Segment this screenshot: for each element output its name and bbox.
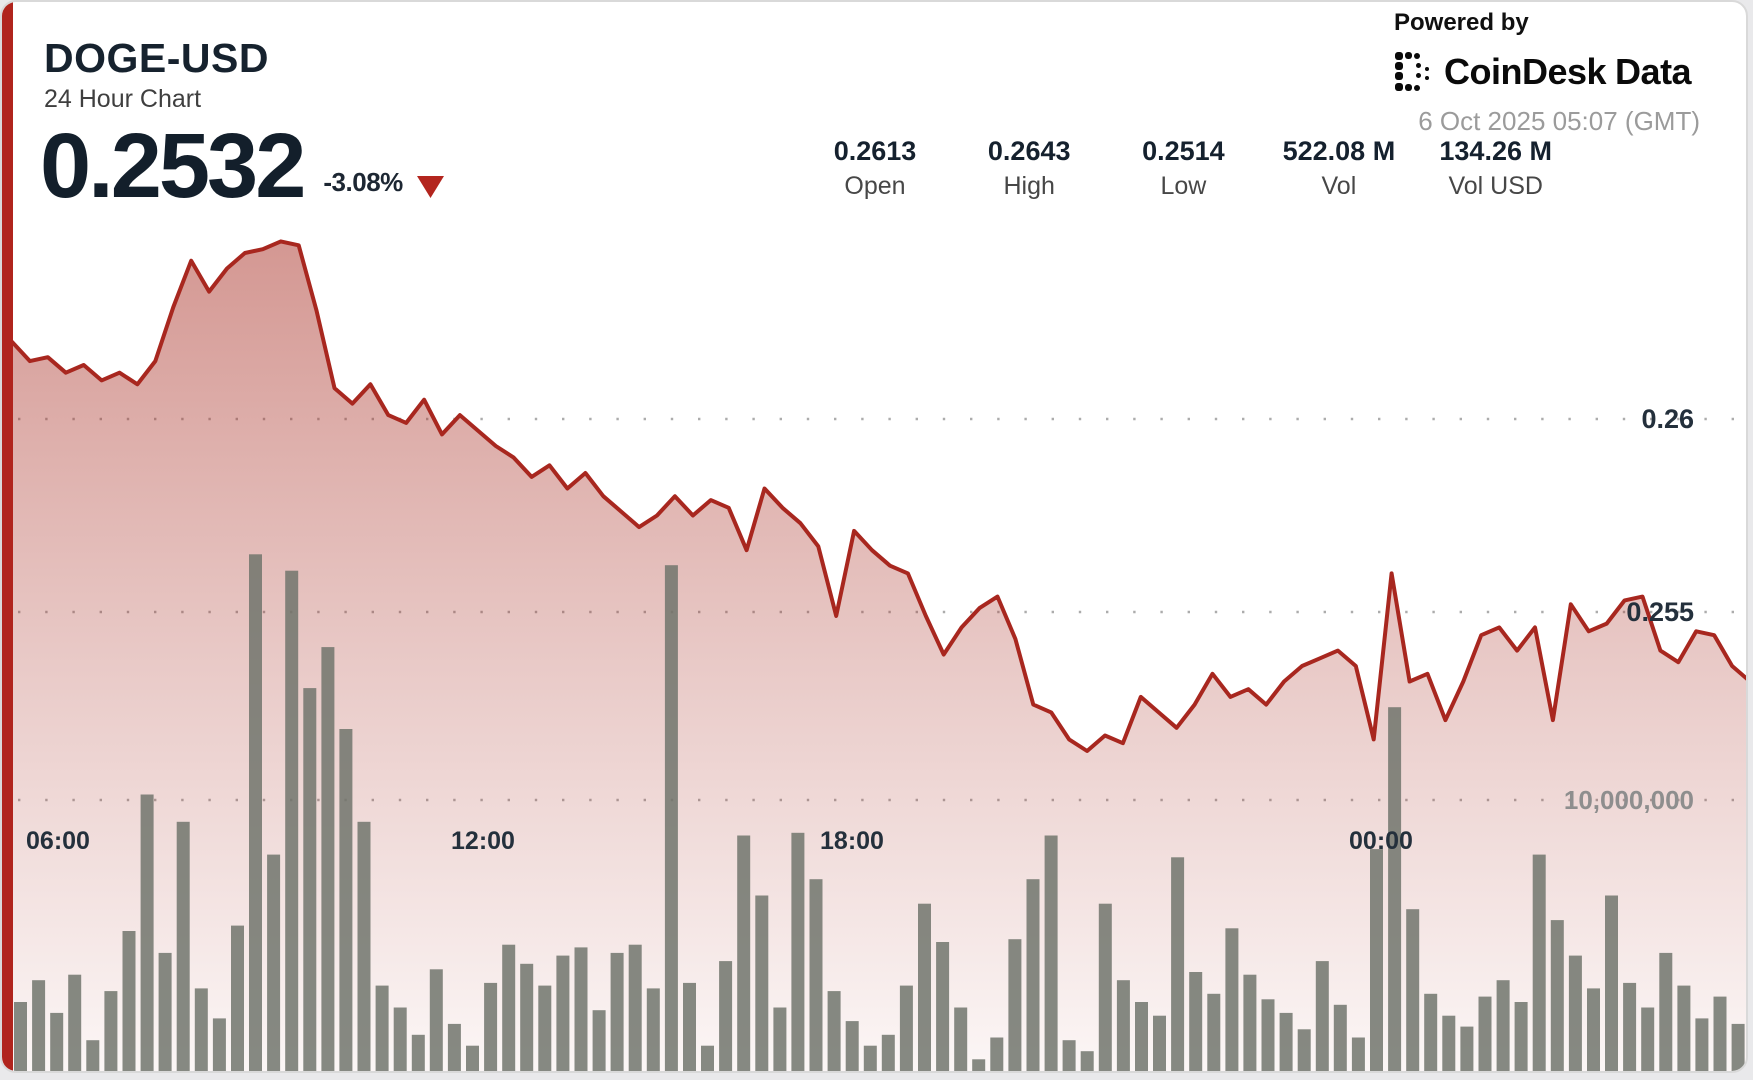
stat-vol-usd-label: Vol USD [1448,172,1543,200]
time-axis-label: 06:00 [26,827,90,855]
brand-name: CoinDesk [1444,51,1607,92]
attribution-block: Powered by CoinDesk [1394,10,1700,137]
stats-row: 0.2613 Open 0.2643 High 0.2514 Low 522.0… [820,136,1552,200]
coindesk-logo-icon [1395,52,1429,91]
last-price: 0.2532 [40,115,306,217]
volume-bars [14,554,1745,1071]
time-axis-label: 18:00 [820,827,884,855]
powered-by-label: Powered by [1394,9,1529,36]
brand-suffix: Data [1615,51,1692,92]
volume-axis-label: 10,000,000 [1563,785,1694,815]
instrument-symbol: DOGE-USD [44,35,269,81]
stat-vol: 522.08 M Vol [1283,136,1396,200]
price-change: -3.08% [323,167,403,197]
price-area [12,241,1746,1071]
time-axis-label: 12:00 [451,827,515,855]
stat-low: 0.2514 Low [1128,136,1238,200]
stat-open-value: 0.2613 [833,136,917,166]
stat-vol-usd-value: 134.26 M [1439,136,1552,166]
chart-subtitle: 24 Hour Chart [44,85,202,113]
time-axis-label: 00:00 [1349,827,1413,855]
stat-low-value: 0.2514 [1142,136,1225,166]
timestamp: 6 Oct 2025 05:07 (GMT) [1418,106,1700,136]
price-axis-label: 0.26 [1641,404,1694,434]
stat-high-value: 0.2643 [987,136,1071,166]
down-triangle-icon [416,176,444,218]
stat-open-label: Open [844,172,906,200]
stat-vol-usd: 134.26 M Vol USD [1439,136,1552,200]
stat-high-label: High [1003,172,1055,200]
stat-open: 0.2613 Open [820,136,930,200]
price-axis-label: 0.255 [1626,597,1694,627]
accent-stripe [2,2,13,1071]
stat-vol-label: Vol [1321,172,1357,200]
coindesk-data-logo[interactable]: CoinDesk Data [1394,50,1700,94]
stat-high: 0.2643 High [974,136,1084,200]
price-line [10,239,1746,753]
title-block: DOGE-USD 24 Hour Chart [44,36,269,113]
price-row: 0.2532 -3.08% [40,114,444,218]
stat-vol-value: 522.08 M [1282,136,1396,166]
stat-low-label: Low [1160,172,1207,200]
